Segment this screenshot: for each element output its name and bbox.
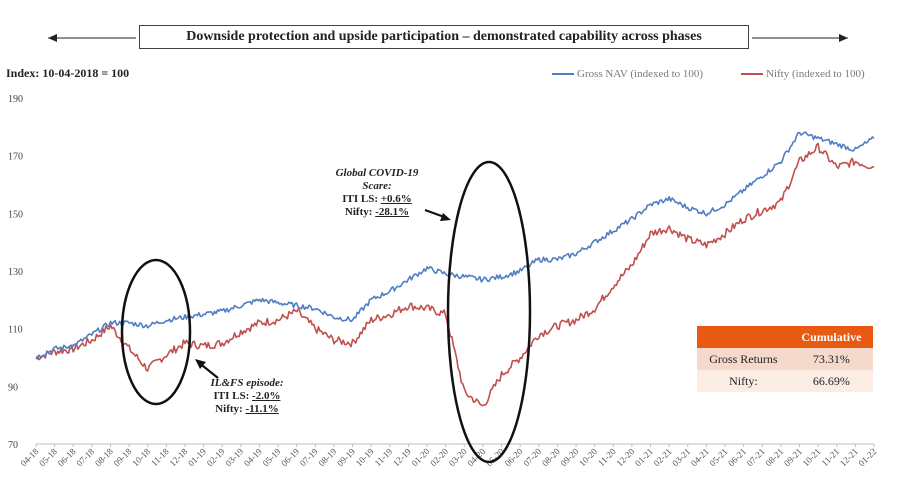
ilfs-line2-value: -11.1% xyxy=(245,403,279,415)
cumulative-table: Cumulative Gross Returns 73.31% Nifty: 6… xyxy=(697,326,873,392)
covid-line2: Nifty: -28.1% xyxy=(322,206,432,219)
x-tick-label: 12-21 xyxy=(838,446,860,468)
x-tick-label: 06-18 xyxy=(56,446,78,468)
row-value: 66.69% xyxy=(789,370,873,392)
nifty-line xyxy=(35,142,875,407)
x-tick-label: 10-19 xyxy=(354,446,376,468)
x-tick-label: 01-22 xyxy=(856,446,878,468)
x-tick-label: 12-20 xyxy=(614,446,636,468)
cumulative-header-row: Cumulative xyxy=(697,326,873,348)
ilfs-line2-label: Nifty: xyxy=(215,403,243,415)
x-tick-label: 05-18 xyxy=(37,446,59,468)
series-lines xyxy=(35,131,875,407)
table-row: Gross Returns 73.31% xyxy=(697,348,873,370)
x-tick-label: 07-21 xyxy=(745,446,767,468)
ilfs-ellipse xyxy=(120,258,192,406)
row-label: Nifty: xyxy=(697,370,790,392)
highlight-ellipses xyxy=(120,160,532,464)
covid-heading-2: Scare: xyxy=(362,180,392,192)
x-tick-label: 03-21 xyxy=(670,446,692,468)
x-axis: 04-1805-1806-1807-1808-1809-1810-1811-18… xyxy=(18,444,878,468)
x-tick-label: 02-20 xyxy=(428,446,450,468)
x-tick-label: 11-20 xyxy=(596,446,618,468)
row-value: 73.31% xyxy=(789,348,873,370)
x-tick-label: 09-19 xyxy=(335,446,357,468)
x-tick-label: 09-21 xyxy=(782,446,804,468)
legend-nav-label: Gross NAV (indexed to 100) xyxy=(577,68,704,80)
legend-nav-swatch xyxy=(552,73,574,76)
y-tick-label: 170 xyxy=(8,152,23,163)
x-tick-label: 05-20 xyxy=(484,446,506,468)
x-tick-label: 10-20 xyxy=(577,446,599,468)
y-tick-label: 110 xyxy=(8,325,23,336)
ilfs-line1-label: ITI LS: xyxy=(213,390,250,402)
x-tick-label: 02-21 xyxy=(652,446,674,468)
y-tick-label: 190 xyxy=(8,94,23,105)
x-tick-label: 09-18 xyxy=(112,446,134,468)
x-tick-label: 09-20 xyxy=(559,446,581,468)
x-tick-label: 07-19 xyxy=(298,446,320,468)
covid-line1-value: +0.6% xyxy=(380,193,412,205)
cumulative-header-blank xyxy=(697,326,790,348)
covid-line2-label: Nifty: xyxy=(344,206,373,218)
x-tick-label: 11-19 xyxy=(373,446,395,468)
x-tick-label: 05-21 xyxy=(708,446,730,468)
ilfs-heading: IL&FS episode: xyxy=(210,377,284,389)
x-tick-label: 04-21 xyxy=(689,446,711,468)
annotation-arrows xyxy=(195,208,451,379)
legend-nifty-swatch xyxy=(741,73,763,76)
legend-nifty-label: Nifty (indexed to 100) xyxy=(766,68,865,80)
ilfs-line1-value: -2.0% xyxy=(252,390,281,402)
x-tick-label: 01-20 xyxy=(410,446,432,468)
x-tick-label: 11-21 xyxy=(819,446,841,468)
x-tick-label: 12-18 xyxy=(167,446,189,468)
x-tick-label: 03-19 xyxy=(223,446,245,468)
covid-heading-1: Global COVID-19 xyxy=(335,167,419,179)
x-tick-label: 06-21 xyxy=(726,446,748,468)
x-tick-label: 04-20 xyxy=(465,446,487,468)
x-tick-label: 07-18 xyxy=(74,446,96,468)
covid-line1: ITI LS: +0.6% xyxy=(322,193,432,206)
x-tick-label: 10-21 xyxy=(801,446,823,468)
y-axis: 70 90 110 130 150 170 190 xyxy=(8,94,23,451)
gross-nav-line xyxy=(35,131,875,360)
row-label: Gross Returns xyxy=(697,348,790,370)
covid-ellipse xyxy=(446,160,532,464)
x-tick-label: 11-18 xyxy=(149,446,171,468)
ilfs-line1: ITI LS: -2.0% xyxy=(192,390,302,403)
legend-nav: Gross NAV (indexed to 100) xyxy=(552,68,703,80)
x-tick-label: 08-18 xyxy=(93,446,115,468)
title-arrows xyxy=(48,34,848,42)
x-tick-label: 12-19 xyxy=(391,446,413,468)
legend-nifty: Nifty (indexed to 100) xyxy=(741,68,865,80)
y-tick-label: 150 xyxy=(8,209,23,220)
x-tick-label: 07-20 xyxy=(521,446,543,468)
x-tick-label: 01-19 xyxy=(186,446,208,468)
y-tick-label: 130 xyxy=(8,267,23,278)
x-tick-label: 08-19 xyxy=(316,446,338,468)
x-tick-label: 08-20 xyxy=(540,446,562,468)
y-tick-label: 90 xyxy=(8,382,18,393)
index-label: Index: 10-04-2018 = 100 xyxy=(6,66,130,80)
x-tick-label: 08-21 xyxy=(763,446,785,468)
ilfs-line2: Nifty: -11.1% xyxy=(192,403,302,416)
table-row: Nifty: 66.69% xyxy=(697,370,873,392)
x-tick-label: 06-19 xyxy=(279,446,301,468)
x-tick-label: 02-19 xyxy=(205,446,227,468)
y-tick-label: 70 xyxy=(8,440,18,451)
chart-title: Downside protection and upside participa… xyxy=(139,25,749,49)
x-tick-label: 04-19 xyxy=(242,446,264,468)
covid-annotation: Global COVID-19 Scare: ITI LS: +0.6% Nif… xyxy=(322,167,432,219)
cumulative-header: Cumulative xyxy=(789,326,873,348)
x-tick-label: 05-19 xyxy=(261,446,283,468)
x-tick-label: 01-21 xyxy=(633,446,655,468)
ilfs-annotation: IL&FS episode: ITI LS: -2.0% Nifty: -11.… xyxy=(192,377,302,416)
covid-line1-label: ITI LS: xyxy=(342,193,378,205)
covid-line2-value: -28.1% xyxy=(375,206,410,218)
x-tick-label: 03-20 xyxy=(447,446,469,468)
x-tick-label: 04-18 xyxy=(18,446,40,468)
x-tick-label: 10-18 xyxy=(130,446,152,468)
